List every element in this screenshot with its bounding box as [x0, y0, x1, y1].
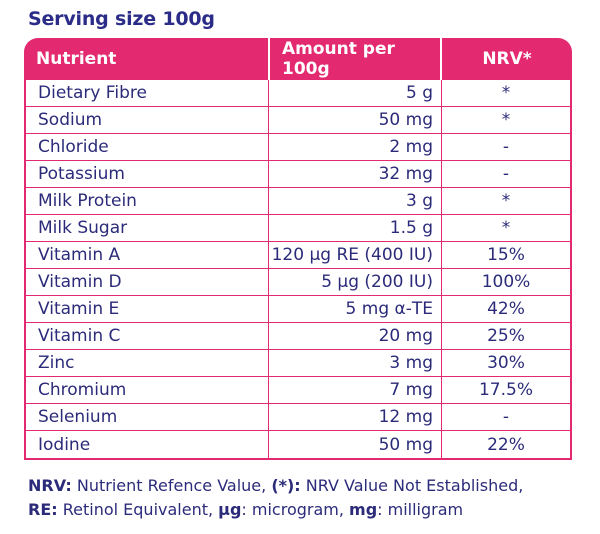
nrv-cell: * — [501, 83, 511, 103]
nutrient-cell: Vitamin E — [38, 299, 120, 319]
serving-size-title: Serving size 100g — [28, 8, 215, 30]
table-row: Selenium 12 mg - — [26, 404, 570, 431]
nutrient-cell: Vitamin A — [38, 245, 121, 265]
nrv-cell: - — [502, 407, 510, 427]
amount-cell: 120 µg RE (400 IU) — [268, 242, 442, 268]
nutrient-cell: Potassium — [38, 164, 125, 184]
nrv-cell: * — [501, 218, 511, 238]
nutrient-cell: Selenium — [38, 407, 118, 427]
nrv-cell: - — [502, 137, 510, 157]
table-row: Vitamin D 5 µg (200 IU) 100% — [26, 269, 570, 296]
table-row: Zinc 3 mg 30% — [26, 350, 570, 377]
nrv-cell: 15% — [487, 245, 525, 265]
amount-cell: 50 mg — [268, 107, 442, 133]
nrv-cell: 25% — [487, 326, 525, 346]
amount-cell: 1.5 g — [268, 215, 442, 241]
amount-cell: 7 mg — [268, 377, 442, 403]
footnote-text: : microgram, — [241, 500, 350, 519]
nrv-cell: 22% — [487, 434, 525, 455]
table-row: Chromium 7 mg 17.5% — [26, 377, 570, 404]
footnote-line-2: RE: Retinol Equivalent, µg: microgram, m… — [28, 498, 523, 522]
table-row: Milk Protein 3 g * — [26, 188, 570, 215]
amount-cell: 12 mg — [268, 404, 442, 430]
nutrient-cell: Zinc — [38, 353, 75, 373]
footnote-line-1: NRV: Nutrient Refence Value, (*): NRV Va… — [28, 474, 523, 498]
header-nrv: NRV* — [482, 49, 532, 69]
nrv-cell: * — [501, 191, 511, 211]
amount-cell: 3 mg — [268, 350, 442, 376]
header-amount: Amount per 100g — [268, 38, 442, 80]
amount-cell: 5 µg (200 IU) — [268, 269, 442, 295]
table-row: Potassium 32 mg - — [26, 161, 570, 188]
header-nutrient: Nutrient — [36, 49, 117, 69]
footnote-term: RE: — [28, 500, 58, 519]
footnote-text: : milligram — [377, 500, 464, 519]
nutrient-cell: Milk Sugar — [38, 218, 128, 238]
amount-cell: 20 mg — [268, 323, 442, 349]
nutrient-cell: Vitamin D — [38, 272, 122, 292]
table-body: Dietary Fibre 5 g * Sodium 50 mg * Chloride 2 m… — [24, 80, 572, 460]
footnote-term: (*): — [271, 476, 301, 495]
table-row: Dietary Fibre 5 g * — [26, 80, 570, 107]
table-header: Nutrient Amount per 100g NRV* — [24, 38, 572, 80]
amount-cell: 2 mg — [268, 134, 442, 160]
table-row: Sodium 50 mg * — [26, 107, 570, 134]
nrv-cell: - — [502, 164, 510, 184]
footnote-term: NRV: — [28, 476, 72, 495]
amount-cell: 32 mg — [268, 161, 442, 187]
nutrient-cell: Chloride — [38, 137, 109, 157]
footnote: NRV: Nutrient Refence Value, (*): NRV Va… — [28, 474, 523, 522]
amount-cell: 50 mg — [268, 431, 442, 458]
nrv-cell: 42% — [487, 299, 525, 319]
table-row: Vitamin C 20 mg 25% — [26, 323, 570, 350]
footnote-text: Retinol Equivalent, — [57, 500, 219, 519]
nrv-cell: * — [501, 110, 511, 130]
nutrient-cell: Sodium — [38, 110, 103, 130]
nutrient-cell: Milk Protein — [38, 191, 137, 211]
amount-cell: 3 g — [268, 188, 442, 214]
table-row: Chloride 2 mg - — [26, 134, 570, 161]
footnote-text: NRV Value Not Established, — [300, 476, 524, 495]
amount-cell: 5 g — [268, 80, 442, 106]
nutrient-cell: Chromium — [38, 380, 127, 400]
footnote-term: mg — [349, 500, 378, 519]
nutrition-table: Nutrient Amount per 100g NRV* Dietary Fi… — [24, 38, 572, 460]
table-row: Vitamin A 120 µg RE (400 IU) 15% — [26, 242, 570, 269]
nutrient-cell: Iodine — [38, 434, 91, 455]
table-row: Iodine 50 mg 22% — [26, 431, 570, 458]
table-row: Milk Sugar 1.5 g * — [26, 215, 570, 242]
nutrient-cell: Vitamin C — [38, 326, 121, 346]
nrv-cell: 100% — [481, 272, 531, 292]
nutrient-cell: Dietary Fibre — [38, 83, 147, 103]
footnote-term: µg — [218, 500, 242, 519]
nrv-cell: 30% — [487, 353, 525, 373]
table-row: Vitamin E 5 mg α-TE 42% — [26, 296, 570, 323]
footnote-text: Nutrient Refence Value, — [71, 476, 272, 495]
nrv-cell: 17.5% — [478, 380, 533, 400]
amount-cell: 5 mg α-TE — [268, 296, 442, 322]
